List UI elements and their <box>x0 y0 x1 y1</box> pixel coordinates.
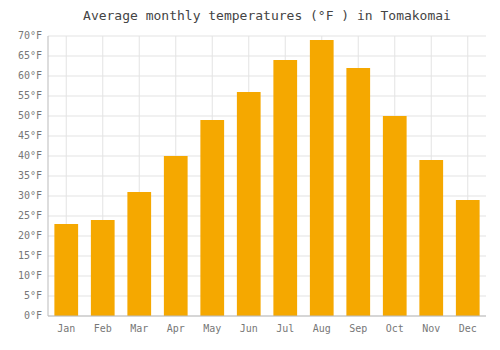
x-tick-label: May <box>203 323 221 334</box>
grid <box>48 36 486 316</box>
bar <box>91 220 115 316</box>
x-tick-label: Aug <box>313 323 331 334</box>
x-tick-label: Jan <box>57 323 75 334</box>
x-tick-label: Jul <box>276 323 294 334</box>
y-tick-label: 30°F <box>18 190 42 201</box>
y-tick-label: 70°F <box>18 30 42 41</box>
y-tick-label: 55°F <box>18 90 42 101</box>
y-tick-label: 65°F <box>18 50 42 61</box>
y-axis: 0°F 5°F 10°F 15°F 20°F 25°F 30°F 35°F 40°F 45°F 50… <box>18 30 42 321</box>
y-grid-line <box>48 116 486 117</box>
y-grid-line <box>48 96 486 97</box>
x-tick-label: Oct <box>386 323 404 334</box>
bar <box>456 200 480 316</box>
bar <box>346 68 370 316</box>
x-tick-label: Sep <box>349 323 367 334</box>
y-tick-label: 40°F <box>18 150 42 161</box>
y-axis-line <box>48 36 49 316</box>
y-tick-label: 15°F <box>18 250 42 261</box>
y-tick-label: 10°F <box>18 270 42 281</box>
bar <box>273 60 297 316</box>
chart-container: 0°F 5°F 10°F 15°F 20°F 25°F 30°F 35°F 40°F 45°F 50… <box>0 0 500 350</box>
bar <box>419 160 443 316</box>
y-tick-label: 50°F <box>18 110 42 121</box>
y-tick-label: 25°F <box>18 210 42 221</box>
bar <box>164 156 188 316</box>
y-grid-line <box>48 76 486 77</box>
bar <box>200 120 224 316</box>
x-tick-label: Nov <box>422 323 440 334</box>
bar <box>54 224 78 316</box>
bar <box>127 192 151 316</box>
y-grid-line <box>48 36 486 37</box>
y-tick-label: 0°F <box>24 310 42 321</box>
x-axis-line <box>48 316 486 317</box>
bars <box>54 40 479 316</box>
chart: 0°F 5°F 10°F 15°F 20°F 25°F 30°F 35°F 40°F 45°F 50… <box>0 0 500 350</box>
y-tick-label: 20°F <box>18 230 42 241</box>
y-grid-line <box>48 136 486 137</box>
y-grid-line <box>48 156 486 157</box>
y-grid-line <box>48 56 486 57</box>
y-grid-line <box>48 316 486 317</box>
y-tick-label: 35°F <box>18 170 42 181</box>
bar <box>237 92 261 316</box>
bar <box>310 40 334 316</box>
x-tick-label: Feb <box>94 323 112 334</box>
title: Average monthly temperatures (°F ) in To… <box>83 8 451 23</box>
y-tick-label: 60°F <box>18 70 42 81</box>
x-tick-label: Jun <box>240 323 258 334</box>
x-axis: Jan Feb Mar Apr May Jun Jul Aug Sep Oct Nov Dec <box>57 323 477 334</box>
x-tick-label: Apr <box>167 323 185 334</box>
bar <box>383 116 407 316</box>
x-tick-label: Mar <box>130 323 148 334</box>
x-tick-label: Dec <box>459 323 477 334</box>
y-tick-label: 45°F <box>18 130 42 141</box>
y-tick-label: 5°F <box>24 290 42 301</box>
